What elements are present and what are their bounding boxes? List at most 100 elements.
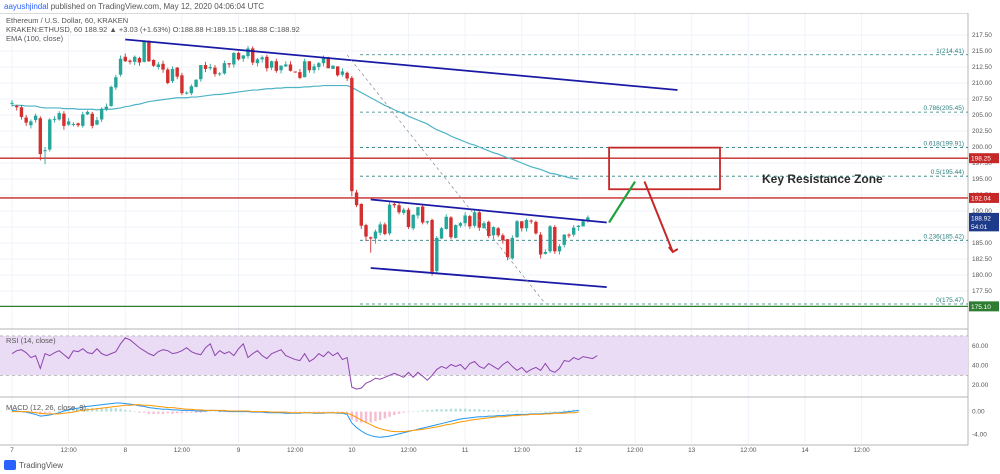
macd-histogram-bar [426, 409, 429, 412]
macd-histogram-bar [331, 411, 335, 413]
candle [279, 65, 283, 71]
candle [118, 58, 123, 75]
macd-histogram-bar [383, 411, 387, 419]
candle [562, 234, 566, 245]
candle [350, 77, 354, 192]
candle [571, 227, 576, 235]
candle [81, 114, 85, 126]
candle [194, 79, 198, 87]
price-tag-label: 54:01 [971, 224, 988, 231]
fib-level-label: 0.236(185.42) [924, 233, 964, 240]
macd-tick-label: -4.00 [972, 431, 987, 438]
candle [321, 58, 326, 64]
macd-histogram-bar [445, 409, 448, 412]
macd-histogram-bar [567, 410, 571, 412]
price-axis[interactable]: 217.50 215.00 212.50 210.00 207.50 205.00 202.… [969, 32, 999, 312]
candle [411, 214, 415, 229]
macd-histogram-bar [147, 411, 151, 414]
candle [10, 102, 14, 104]
macd-histogram-bar [563, 410, 566, 412]
candle [369, 237, 373, 239]
candle [251, 48, 255, 63]
candle [553, 227, 557, 252]
candle [373, 231, 378, 239]
candle [133, 56, 137, 62]
candle [586, 217, 590, 222]
time-tick-label: 10 [348, 447, 356, 453]
candle [359, 203, 363, 226]
price-tag [969, 153, 999, 164]
candle [114, 77, 118, 88]
candle [458, 223, 463, 226]
macd-histogram-bar [218, 411, 221, 413]
rsi-band [0, 335, 968, 376]
red-arrow-head [668, 246, 679, 254]
macd-histogram-bar [435, 409, 438, 412]
candle [529, 220, 533, 222]
trendlines-layer [125, 38, 678, 305]
macd-histogram-bar [506, 410, 509, 412]
macd-histogram-bar [185, 411, 188, 413]
candle [217, 73, 222, 75]
candle [345, 72, 349, 79]
candle [331, 65, 335, 69]
candle [19, 107, 24, 117]
macd-histogram-bar [298, 411, 302, 413]
macd-histogram-bar [459, 408, 462, 412]
macd-histogram-bar [525, 411, 528, 412]
macd-histogram-bar [421, 410, 424, 412]
candle [52, 118, 57, 120]
candle [15, 106, 19, 108]
time-tick-label: 12:00 [514, 447, 531, 453]
candle [491, 227, 496, 236]
price-tick-label: 202.50 [972, 128, 992, 135]
price-tick-label: 177.50 [972, 288, 992, 295]
candle [420, 206, 425, 223]
macd-histogram-bar [199, 411, 202, 413]
candle [397, 205, 401, 213]
macd-histogram-bar [530, 411, 533, 412]
macd-histogram-bar [289, 411, 292, 413]
candle [354, 192, 359, 206]
macd-legend: MACD (12, 26, close, 9) [6, 403, 87, 412]
candle [57, 113, 61, 120]
candle [151, 59, 156, 66]
candle [232, 52, 236, 65]
time-tick-label: 12:00 [60, 447, 77, 453]
candle [123, 56, 127, 62]
candle [326, 57, 330, 69]
macd-histogram-bar [515, 410, 519, 412]
trendline-channel-top [370, 198, 607, 224]
macd-histogram-bar [416, 411, 420, 412]
candle [557, 246, 562, 252]
time-tick-label: 12:00 [853, 447, 870, 453]
macd-histogram-bar [105, 408, 108, 412]
macd-histogram-bar [265, 411, 269, 413]
macd-histogram-bar [43, 411, 47, 414]
candle [137, 58, 142, 63]
rsi-line [11, 337, 598, 390]
candle [222, 63, 227, 74]
green-up-arrow [608, 180, 636, 224]
macd-histogram-bar [454, 408, 457, 412]
price-tag-label: 198.25 [971, 156, 991, 163]
candle [147, 40, 151, 62]
candle [534, 221, 538, 234]
candle [184, 92, 189, 94]
chart-title: Ethereum / U.S. Dollar, 60, KRAKEN [6, 16, 128, 25]
publisher-username[interactable]: aayushjindal [4, 2, 49, 11]
key-resistance-zone-label: Key Resistance Zone [762, 172, 883, 186]
macd-histogram-bar [548, 411, 552, 412]
candle [29, 121, 33, 126]
candle [24, 117, 28, 123]
price-tick-label: 215.00 [972, 48, 992, 55]
macd-histogram-bar [364, 411, 368, 423]
macd-histogram-bar [360, 411, 363, 423]
macd-histogram-bar [393, 411, 396, 415]
macd-histogram-bar [53, 411, 56, 413]
candle [85, 111, 90, 115]
macd-histogram-bar [407, 411, 410, 413]
candle [170, 68, 175, 82]
time-axis[interactable]: 7 12:00 8 12:00 9 12:00 10 12:00 11 12:00 12 12:00 1… [10, 447, 870, 453]
candle [284, 64, 288, 67]
